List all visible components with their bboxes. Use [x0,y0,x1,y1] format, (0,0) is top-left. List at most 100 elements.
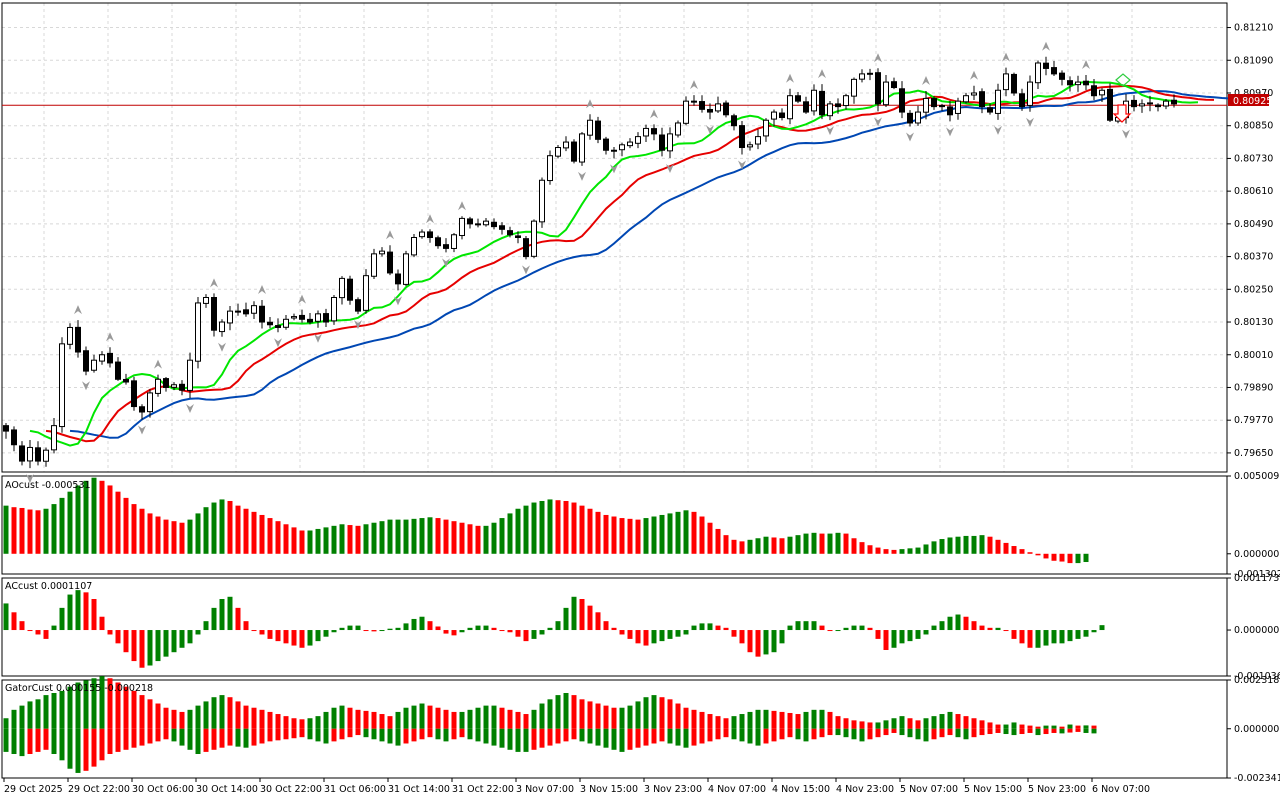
gator-upper-bar [451,711,457,729]
ac-bar [347,625,353,631]
ao-bar [1027,552,1033,554]
ac-bar [27,630,33,632]
ao-bar [467,524,473,554]
gator-lower-bar [819,728,825,738]
ao-bar [779,538,785,554]
gator-lower-bar [875,728,881,738]
gator-lower-bar [995,728,1001,733]
candle-body [859,73,865,80]
candle-body [3,425,9,432]
gator-lower-bar [547,728,553,746]
gator-lower-bar [115,728,121,752]
gator-upper-bar [131,690,137,729]
ao-bar [771,537,777,554]
fractal-up-icon [298,294,306,304]
candle-body [947,106,953,116]
ac-bar [675,630,681,637]
gator-lower-bar [427,728,433,738]
gator-lower-bar [731,728,737,740]
ac-bar [723,627,729,631]
gator-upper-bar [963,716,969,729]
gator-upper-bar [203,701,209,729]
ao-bar [875,547,881,554]
ao-bar [923,544,929,554]
gator-lower-bar [123,728,129,750]
candle-body [747,144,753,148]
fractal-down-icon [186,403,194,413]
gator-upper-bar [715,716,721,729]
ao-bar [339,524,345,554]
gator-upper-bar [651,695,657,729]
ac-bar [875,630,881,639]
ac-bar [91,598,97,631]
price-tick-label: 0.80610 [1234,186,1273,197]
candle-body [1099,89,1105,96]
fractal-down-icon [314,333,322,343]
candle-body [955,100,961,114]
fractal-up-icon [258,285,266,295]
price-tick-label: 0.79650 [1234,448,1273,459]
candle-body [539,179,545,223]
candle-body [1067,80,1073,86]
ac-bar [355,625,361,631]
gator-upper-bar [763,709,769,729]
gator-upper-bar [267,711,273,729]
gator-lower-bar [283,728,289,740]
pane-frame-main [1,2,1228,473]
gator-lower-bar [699,728,705,744]
candle-body [291,316,297,319]
ao-bar [731,539,737,554]
candle-body [219,321,225,333]
ao-bar [747,539,753,554]
ac-bar [1027,630,1033,648]
ac-bar [203,621,209,631]
candle-body [683,100,689,124]
candle-body [787,95,793,120]
time-tick-label: 30 Oct 14:00 [196,784,258,795]
ac-bar [219,598,225,631]
ao-bar [931,541,937,554]
gator-upper-bar [155,703,161,729]
ac-bar [859,625,865,631]
gator-upper-bar [1027,725,1033,729]
candle-body [491,221,497,228]
ao-bar [331,525,337,554]
ac-bar [1019,630,1025,644]
gator-lower-bar [555,728,561,744]
ac-bar [459,630,465,633]
ao-bar [883,549,889,554]
candle-body [467,218,473,225]
price-axis: 0.81210 0.81090 0.80970 0.80850 0.80730 0.806… [1227,23,1280,784]
ac-bar [715,625,721,631]
gator-upper-bar [299,719,305,729]
gator-upper-bar [907,718,913,729]
gator-lower-bar [187,728,193,750]
gator-upper-bar [347,707,353,729]
gator-lower-bar [979,728,985,736]
candle-body [763,119,769,137]
gator-lower-bar [771,728,777,742]
ac-bar [779,630,785,644]
gator-upper-bar [859,721,865,729]
ao-bar [739,541,745,554]
pane-frame-ao [1,475,1228,575]
ac-bar [99,616,105,631]
gator-lower-bar [539,728,545,748]
candle-body [875,72,881,105]
candle-body [339,277,345,299]
candle-body [435,237,441,247]
gator-upper-bar [427,705,433,729]
ao-bar [563,500,569,554]
gator-upper-bar [707,714,713,729]
ao-bar [491,522,497,554]
ac-tick-label: 0.0011736 [1234,573,1280,584]
candle-body [59,343,65,428]
gator-lower-bar [611,728,617,750]
gator-lower-bar [1035,728,1041,736]
gator-upper-bar [379,714,385,729]
ac-bar [443,630,449,634]
candle-body [1027,81,1033,106]
candle-body [987,107,993,113]
